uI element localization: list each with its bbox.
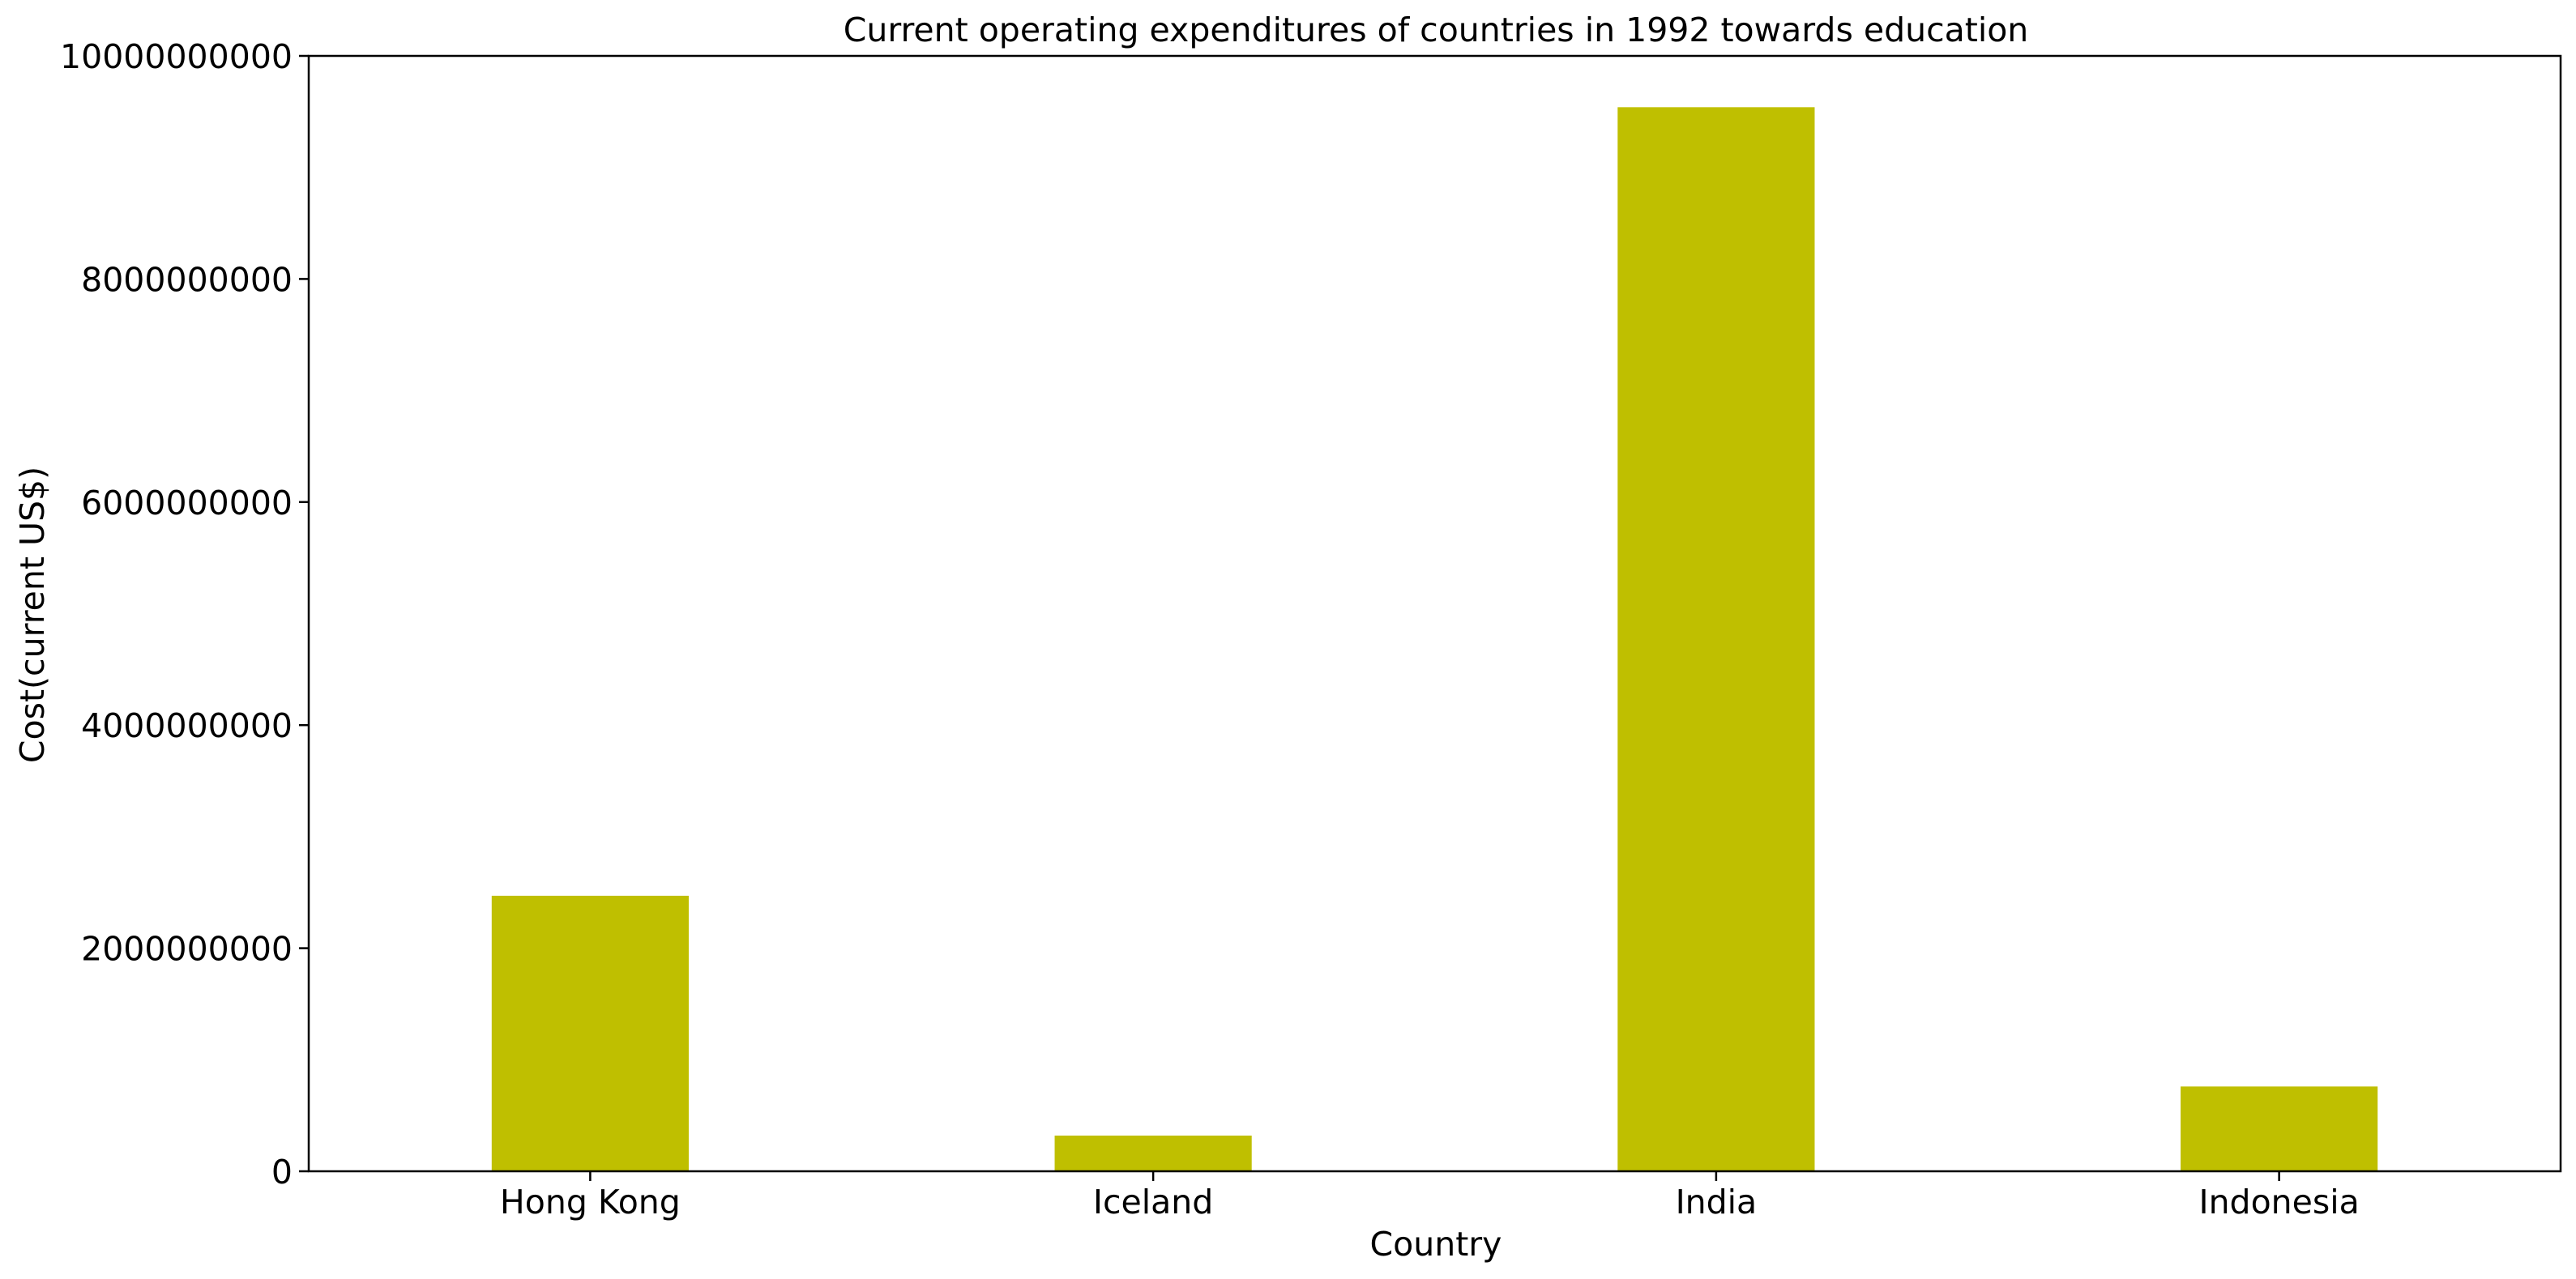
plot-area-frame bbox=[307, 54, 2562, 1173]
y-tick-label: 10000000000 bbox=[60, 37, 293, 76]
y-tick-label: 0 bbox=[271, 1153, 293, 1192]
bar-indonesia bbox=[2181, 1086, 2378, 1171]
x-tick-label: Indonesia bbox=[2198, 1183, 2359, 1221]
y-tick-label: 2000000000 bbox=[81, 930, 293, 969]
y-axis-label: Cost(current US$) bbox=[13, 467, 52, 763]
bar-iceland bbox=[1054, 1135, 1252, 1171]
x-axis-label: Country bbox=[1370, 1225, 1502, 1264]
x-axis-ticks: Hong Kong Iceland India Indonesia bbox=[500, 1171, 2360, 1221]
chart-title: Current operating expenditures of countr… bbox=[844, 11, 2029, 49]
y-tick-label: 6000000000 bbox=[81, 484, 293, 522]
bar-india bbox=[1617, 107, 1815, 1171]
bars-group bbox=[491, 107, 2378, 1171]
x-tick-label: India bbox=[1676, 1183, 1758, 1221]
x-tick-label: Hong Kong bbox=[500, 1183, 681, 1221]
y-axis-ticks: 0 2000000000 4000000000 6000000000 800000000… bbox=[60, 37, 309, 1192]
x-tick-label: Iceland bbox=[1093, 1183, 1213, 1221]
y-tick-label: 4000000000 bbox=[81, 706, 293, 745]
y-tick-label: 8000000000 bbox=[81, 260, 293, 299]
bar-hong-kong bbox=[491, 895, 689, 1171]
